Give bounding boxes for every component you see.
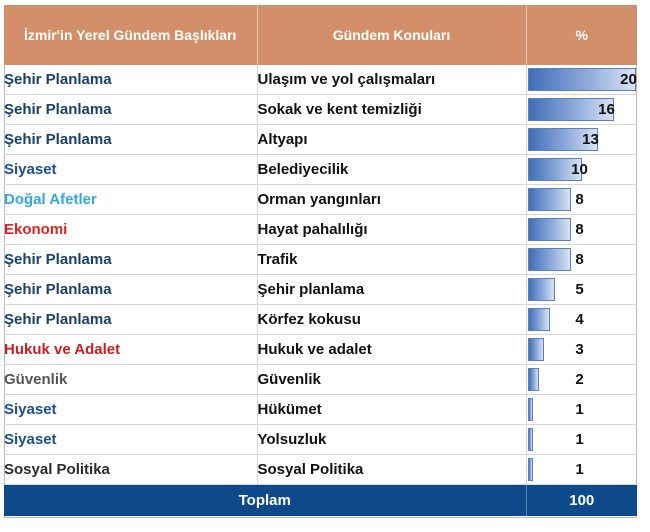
row-percent-cell: 1 [526, 424, 637, 455]
row-topic: Güvenlik [257, 364, 527, 395]
percent-bar [527, 428, 533, 451]
percent-bar [527, 68, 636, 91]
table-row: Doğal Afetler Orman yangınları 8 [4, 184, 637, 215]
percent-bar [527, 218, 571, 241]
percent-bar [527, 188, 571, 211]
header-category: İzmir'in Yerel Gündem Başlıkları [4, 5, 258, 65]
percent-value: 3 [575, 341, 584, 358]
table-row: Şehir Planlama Altyapı 13 [4, 124, 637, 155]
percent-value: 2 [575, 371, 584, 388]
total-value: 100 [526, 484, 637, 516]
percent-bar [527, 458, 533, 481]
percent-bar [527, 248, 571, 271]
table-body: Şehir Planlama Ulaşım ve yol çalışmaları 2… [4, 65, 637, 485]
percent-value: 13 [582, 131, 599, 148]
total-label: Toplam [4, 484, 527, 516]
percent-value: 16 [598, 101, 615, 118]
row-topic: Altyapı [257, 124, 527, 155]
percent-value: 20 [620, 71, 637, 88]
percent-value: 8 [575, 221, 584, 238]
percent-bar [527, 128, 598, 151]
row-percent-cell: 8 [526, 214, 637, 245]
row-topic: Sosyal Politika [257, 454, 527, 485]
row-category: Sosyal Politika [4, 454, 258, 485]
table-row: Şehir Planlama Sokak ve kent temizliği 16 [4, 94, 637, 125]
table-row: Sosyal Politika Sosyal Politika 1 [4, 454, 637, 485]
row-category: Hukuk ve Adalet [4, 334, 258, 365]
table-row: Siyaset Yolsuzluk 1 [4, 424, 637, 455]
table-row: Şehir Planlama Şehir planlama 5 [4, 274, 637, 305]
percent-bar [527, 308, 550, 331]
row-percent-cell: 1 [526, 454, 637, 485]
row-category: Siyaset [4, 154, 258, 185]
table-row: Siyaset Belediyecilik 10 [4, 154, 637, 185]
table-row: Ekonomi Hayat pahalılığı 8 [4, 214, 637, 245]
row-topic: Hükümet [257, 394, 527, 425]
percent-bar [527, 278, 555, 301]
row-topic: Yolsuzluk [257, 424, 527, 455]
percent-value: 4 [575, 311, 584, 328]
row-category: Siyaset [4, 394, 258, 425]
row-category: Şehir Planlama [4, 304, 258, 335]
row-category: Ekonomi [4, 214, 258, 245]
row-category: Şehir Planlama [4, 94, 258, 125]
row-percent-cell: 2 [526, 364, 637, 395]
row-category: Şehir Planlama [4, 124, 258, 155]
row-topic: Hayat pahalılığı [257, 214, 527, 245]
table-row: Şehir Planlama Ulaşım ve yol çalışmaları 2… [4, 65, 637, 95]
table-row: Güvenlik Güvenlik 2 [4, 364, 637, 395]
row-category: Şehir Planlama [4, 274, 258, 305]
row-percent-cell: 8 [526, 184, 637, 215]
table-row: Şehir Planlama Trafik 8 [4, 244, 637, 275]
total-row: Toplam 100 [4, 484, 637, 516]
row-category: Şehir Planlama [4, 244, 258, 275]
percent-value: 8 [575, 251, 584, 268]
row-category: Siyaset [4, 424, 258, 455]
row-topic: Trafik [257, 244, 527, 275]
row-percent-cell: 5 [526, 274, 637, 305]
percent-bar [527, 98, 614, 121]
percent-value: 8 [575, 191, 584, 208]
percent-value: 1 [575, 431, 584, 448]
row-percent-cell: 3 [526, 334, 637, 365]
row-topic: Orman yangınları [257, 184, 527, 215]
row-topic: Hukuk ve adalet [257, 334, 527, 365]
percent-value: 10 [571, 161, 588, 178]
percent-bar [527, 398, 533, 421]
row-topic: Belediyecilik [257, 154, 527, 185]
agenda-table: İzmir'in Yerel Gündem Başlıkları Gündem … [4, 5, 637, 516]
row-category: Doğal Afetler [4, 184, 258, 215]
percent-value: 1 [575, 461, 584, 478]
row-percent-cell: 8 [526, 244, 637, 275]
percent-bar [527, 368, 539, 391]
percent-bar [527, 158, 582, 181]
row-percent-cell: 20 [526, 65, 637, 95]
row-category: Güvenlik [4, 364, 258, 395]
row-percent-cell: 10 [526, 154, 637, 185]
percent-value: 5 [575, 281, 584, 298]
row-topic: Şehir planlama [257, 274, 527, 305]
row-percent-cell: 4 [526, 304, 637, 335]
row-category: Şehir Planlama [4, 65, 258, 95]
row-topic: Körfez kokusu [257, 304, 527, 335]
header-topic: Gündem Konuları [257, 5, 527, 65]
row-topic: Ulaşım ve yol çalışmaları [257, 65, 527, 95]
table-row: Şehir Planlama Körfez kokusu 4 [4, 304, 637, 335]
percent-bar [527, 338, 544, 361]
row-percent-cell: 1 [526, 394, 637, 425]
header-row: İzmir'in Yerel Gündem Başlıkları Gündem … [4, 5, 637, 65]
row-topic: Sokak ve kent temizliği [257, 94, 527, 125]
table-row: Hukuk ve Adalet Hukuk ve adalet 3 [4, 334, 637, 365]
header-percent: % [526, 5, 637, 65]
table-row: Siyaset Hükümet 1 [4, 394, 637, 425]
percent-value: 1 [575, 401, 584, 418]
row-percent-cell: 13 [526, 124, 637, 155]
row-percent-cell: 16 [526, 94, 637, 125]
